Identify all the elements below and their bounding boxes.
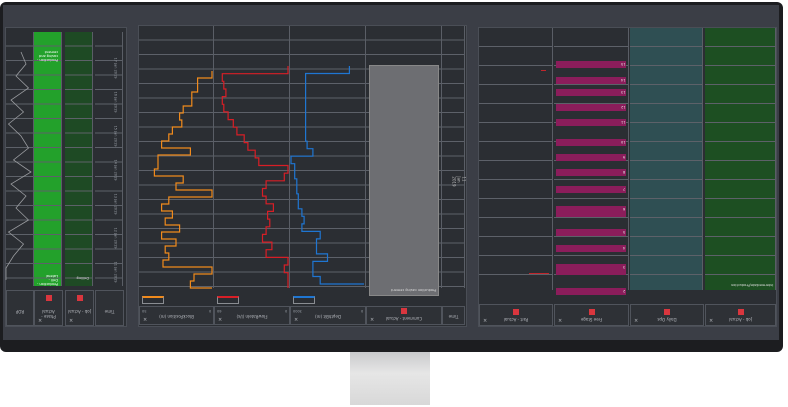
- color-swatch[interactable]: [588, 309, 595, 315]
- phase-track: Production - casing and cement Productio…: [34, 32, 62, 286]
- tr-red-line: [221, 66, 289, 288]
- middle-panel: Production casing cement 11 Jan 2019 50 0…: [138, 25, 467, 327]
- part-track: [479, 28, 553, 290]
- job-actual-track: Intermediate/Production: [705, 28, 776, 290]
- color-swatch[interactable]: [513, 309, 519, 315]
- stage-bar[interactable]: 3: [556, 264, 626, 275]
- stage-bar-label: 13: [620, 90, 625, 94]
- header-depthbit[interactable]: 3000 0 DepthBit (m) ×: [290, 306, 366, 325]
- close-icon[interactable]: ×: [483, 318, 488, 324]
- header-daily-ops[interactable]: Daily Ops ×: [630, 304, 704, 326]
- stage-bar-label: 6: [622, 207, 625, 211]
- rop-line: [5, 51, 32, 280]
- time-tick: 15 Jan 2019: [113, 125, 118, 147]
- stage-bar-label: 7: [622, 187, 625, 191]
- close-icon[interactable]: ×: [558, 318, 563, 324]
- close-icon[interactable]: ×: [294, 317, 299, 323]
- stage-bar-label: 2: [622, 289, 625, 293]
- header-comment[interactable]: Comment - Actual ×: [366, 306, 442, 325]
- stage-bar[interactable]: 5: [556, 229, 626, 236]
- job-label-bottom: Drilling: [76, 276, 89, 280]
- green-label: Intermediate/Production: [730, 283, 773, 287]
- color-swatch[interactable]: [401, 308, 407, 314]
- block-position-track: [139, 26, 214, 289]
- stage-bar-label: 11: [620, 120, 625, 124]
- stage-bar-label: 8: [622, 170, 625, 174]
- close-icon[interactable]: ×: [143, 317, 148, 323]
- color-swatch[interactable]: [76, 295, 83, 301]
- marker: [529, 273, 549, 274]
- header-block-position[interactable]: 50 0 BlockPosition (m) ×: [139, 306, 214, 325]
- close-icon[interactable]: ×: [709, 318, 714, 324]
- legend-orange[interactable]: [142, 296, 164, 304]
- phase-label-top: Production - casing and cement: [37, 50, 58, 62]
- stage-bar[interactable]: 11: [556, 119, 626, 126]
- stage-bar-label: 5: [622, 230, 625, 234]
- stage-bar[interactable]: 6: [556, 206, 626, 217]
- time-tick: 12 Jan 2019: [113, 227, 118, 249]
- stage-bar[interactable]: 4: [556, 245, 626, 252]
- time-tick: 16 Jan 2019: [113, 91, 118, 113]
- color-swatch[interactable]: [664, 309, 670, 315]
- stage-bar[interactable]: 7: [556, 186, 626, 193]
- time-tick: 17 Jan 2019: [113, 57, 118, 79]
- header-rop[interactable]: ROP: [6, 290, 34, 326]
- header-job-actual[interactable]: Job - Actual ×: [705, 304, 776, 326]
- rop-track: [5, 32, 34, 286]
- phase-label-bottom: Production - Drill - Lateral: [37, 274, 58, 286]
- marker: [541, 70, 546, 71]
- comment-text: Production casing cement: [390, 288, 436, 292]
- header-job[interactable]: Job - Actual ×: [65, 290, 94, 326]
- header-time[interactable]: Time: [442, 306, 465, 325]
- header-time[interactable]: Time: [95, 290, 124, 326]
- monitor-stand: [350, 352, 430, 405]
- stage-bar[interactable]: 14: [556, 77, 626, 84]
- header-free-stage[interactable]: Free Stage ×: [554, 304, 629, 326]
- date-label: 11 Jan 2019: [451, 176, 467, 187]
- time-tick: 14 Jan 2019: [113, 159, 118, 181]
- tr-blue-line: [290, 66, 364, 285]
- flowrate-track: [214, 26, 290, 288]
- stage-bar[interactable]: 10: [556, 139, 626, 146]
- daily-ops-track: [630, 28, 703, 290]
- stage-bar-label: 10: [620, 140, 625, 144]
- header-flowrate[interactable]: 60 0 FlowRateIn (l/s) ×: [214, 306, 290, 325]
- stage-bar[interactable]: 9: [556, 154, 626, 161]
- close-icon[interactable]: ×: [634, 318, 639, 324]
- stage-bar[interactable]: 13: [556, 89, 626, 96]
- header-part[interactable]: Part - Actual ×: [479, 304, 553, 326]
- stage-bar-label: 4: [622, 246, 625, 250]
- stage-bar[interactable]: 8: [556, 169, 626, 176]
- comment-track: Production casing cement: [366, 26, 442, 296]
- stage-bar[interactable]: 2: [556, 288, 626, 295]
- time-axis: 11 Jan 2019: [442, 26, 467, 288]
- stage-bar-label: 14: [620, 78, 625, 82]
- close-icon[interactable]: ×: [218, 317, 223, 323]
- depthbit-track: [290, 26, 366, 288]
- close-icon[interactable]: ×: [69, 318, 74, 324]
- stage-bar-label: 3: [622, 265, 625, 269]
- color-swatch[interactable]: [45, 295, 52, 301]
- comment-block[interactable]: Production casing cement: [369, 65, 439, 296]
- right-panel: 15 14 13 12 11 10 9 8 7 6 5 4 3 2 Intermediate/Produc…: [478, 27, 777, 327]
- free-stage-track: 15 14 13 12 11 10 9 8 7 6 5 4 3 2: [554, 28, 629, 295]
- stage-bar-label: 9: [622, 155, 625, 159]
- stage-bar[interactable]: 12: [556, 104, 626, 111]
- close-icon[interactable]: ×: [370, 317, 375, 323]
- time-tick: 13 Jan 2019: [113, 193, 118, 215]
- close-icon[interactable]: ×: [38, 318, 43, 324]
- left-panel: Production - casing and cement Productio…: [5, 27, 127, 327]
- header-phase[interactable]: Phase - Actual ×: [34, 290, 63, 326]
- job-track: Drilling: [65, 32, 93, 286]
- stage-bar[interactable]: 15: [556, 61, 626, 68]
- time-track: 11 Jan 2019 12 Jan 2019 13 Jan 2019 14 Jan …: [95, 32, 123, 286]
- time-tick: 11 Jan 2019: [113, 261, 118, 283]
- stage-bar-label: 12: [620, 105, 625, 109]
- tr-orange-line: [153, 71, 213, 289]
- stage-bar-label: 15: [620, 62, 625, 66]
- legend-red[interactable]: [217, 296, 239, 304]
- legend-blue[interactable]: [293, 296, 315, 304]
- color-swatch[interactable]: [737, 309, 744, 315]
